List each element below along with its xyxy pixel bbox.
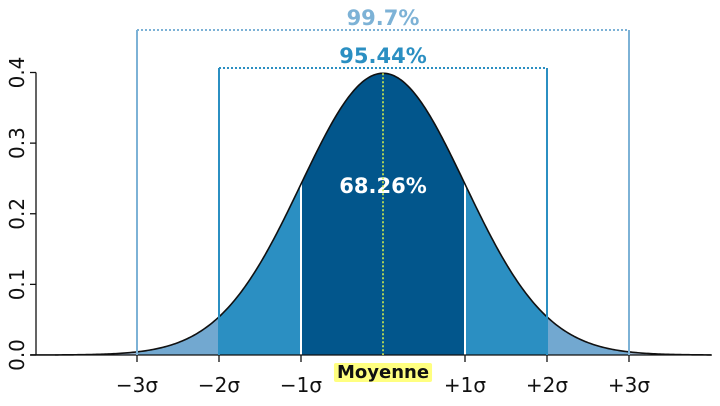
y-tick-label: 0.0 [5,339,29,371]
interval-label-99-7: 99.7% [347,6,420,30]
x-tick-label: +3σ [608,373,650,397]
plot-area [30,72,712,356]
mean-label: Moyenne [337,362,429,383]
interval-label-95-44: 95.44% [339,44,426,68]
interval-brackets [136,29,630,355]
y-axis-ticks: 0.0 0.1 0.2 0.3 0.4 [5,57,36,371]
region-3sigma-right [547,316,629,355]
mean-label-highlight [333,363,433,382]
x-tick-label: +2σ [526,373,568,397]
y-tick-label: 0.3 [5,127,29,159]
x-tick-label: −2σ [198,373,240,397]
x-tick-label: +1σ [444,373,486,397]
region-3sigma-left [137,316,219,355]
y-tick-label: 0.1 [5,268,29,300]
x-axis-ticks: −3σ −2σ −1σ +1σ +2σ +3σ [116,355,650,397]
y-tick-label: 0.4 [5,57,29,89]
y-tick-label: 0.2 [5,198,29,230]
density-curve [30,72,712,356]
x-tick-label: −1σ [280,373,322,397]
x-tick-label: −3σ [116,373,158,397]
